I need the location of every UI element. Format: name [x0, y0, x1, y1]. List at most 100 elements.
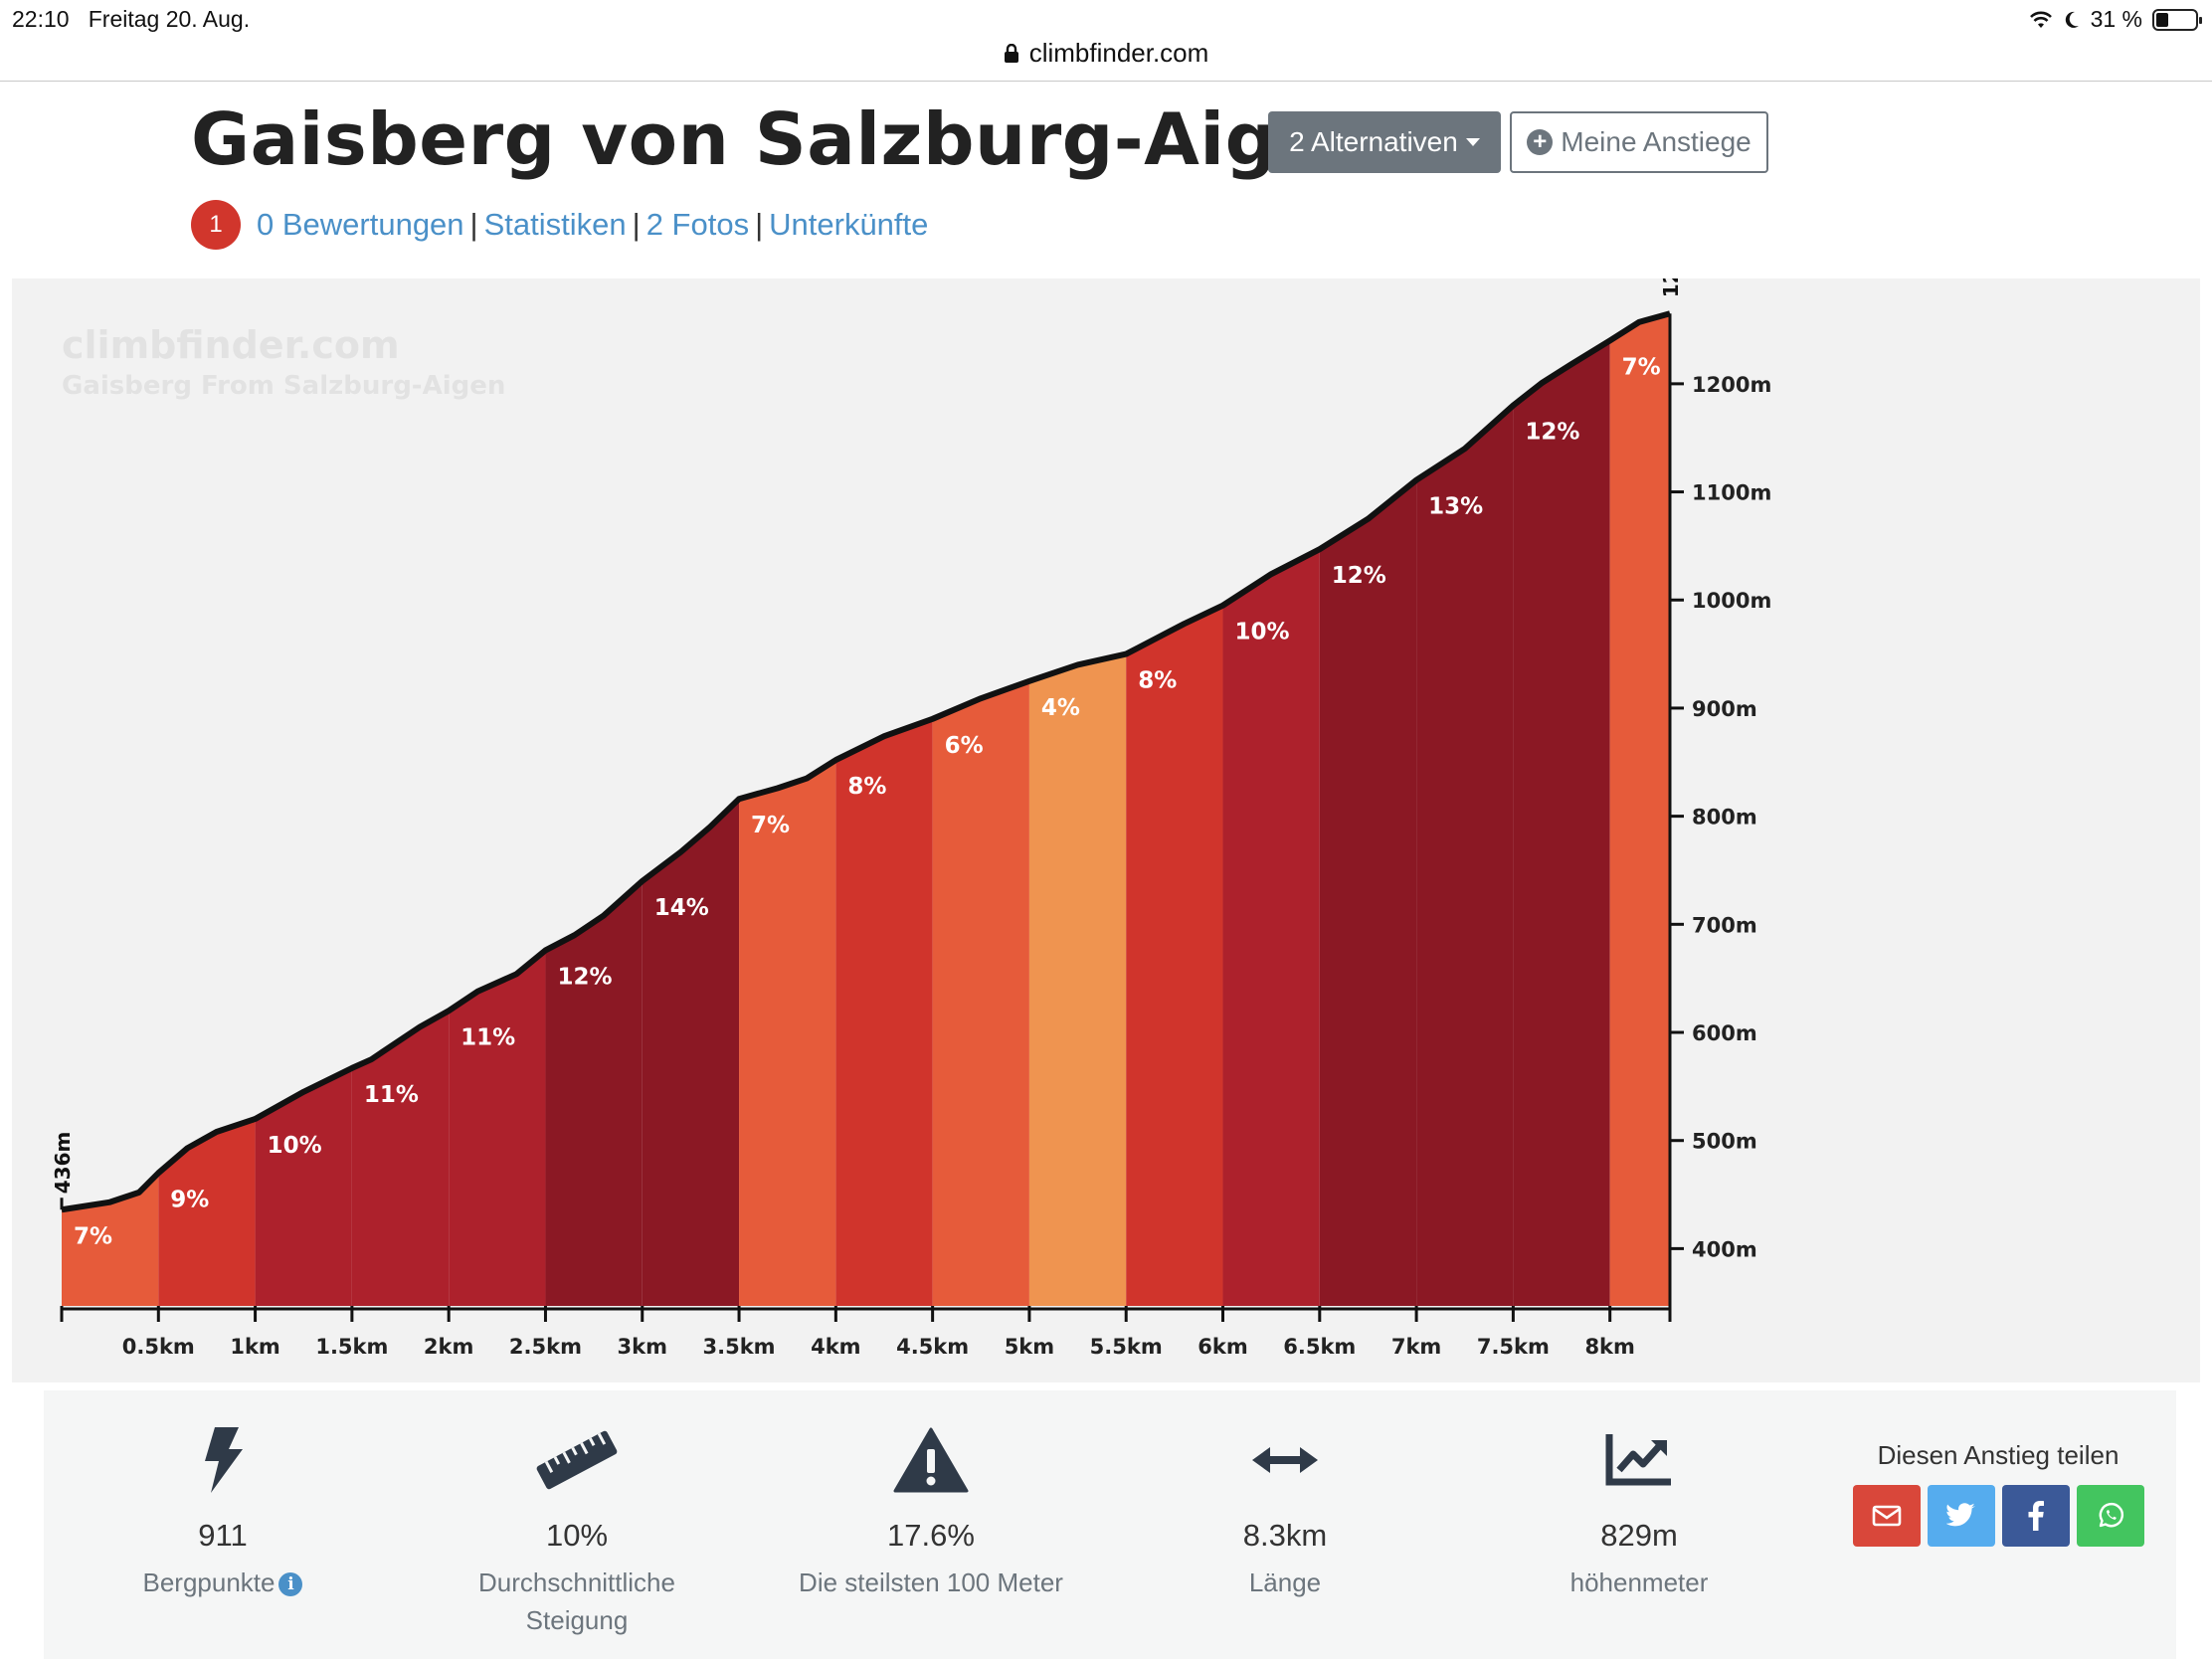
stat-label: höhenmeter — [1569, 1567, 1709, 1597]
y-tick-label: 400m — [1692, 1237, 1757, 1261]
alternatives-label: 2 Alternativen — [1289, 126, 1458, 157]
info-icon[interactable]: i — [278, 1572, 303, 1596]
y-tick-label: 500m — [1692, 1130, 1757, 1154]
x-tick-label: 1.5km — [315, 1335, 388, 1359]
link-separator: | — [755, 207, 764, 242]
grade-label: 8% — [847, 774, 886, 800]
grade-segment — [545, 880, 643, 1306]
browser-url-bar[interactable]: climbfinder.com — [0, 36, 2212, 82]
grade-label: 7% — [1622, 354, 1661, 380]
x-tick-label: 4.5km — [896, 1335, 969, 1359]
grade-segment — [739, 760, 836, 1306]
grade-segment — [1028, 653, 1127, 1306]
grade-segment — [158, 1118, 256, 1306]
grade-segment — [255, 1067, 352, 1306]
stat-average-grade: 10% Durchschnittliche Steigung — [428, 1420, 726, 1639]
photos-link[interactable]: 2 Fotos — [645, 207, 750, 242]
status-time-date: 22:10 Freitag 20. Aug. — [12, 6, 251, 32]
x-tick-label: 2.5km — [509, 1335, 582, 1359]
grade-segment — [1319, 479, 1417, 1307]
plus-circle-icon: + — [1527, 129, 1554, 155]
x-tick-label: 8km — [1584, 1335, 1634, 1359]
accommodations-link[interactable]: Unterkünfte — [769, 207, 929, 242]
x-tick-label: 0.5km — [122, 1335, 195, 1359]
grade-segment — [1513, 340, 1610, 1306]
envelope-icon — [1872, 1505, 1901, 1527]
battery-icon — [2152, 8, 2202, 31]
start-elevation-label: 436m — [51, 1132, 75, 1195]
grade-segment — [835, 718, 933, 1306]
grade-segment — [1416, 405, 1514, 1306]
share-title: Diesen Anstieg teilen — [1877, 1440, 2120, 1470]
bolt-icon — [205, 1427, 243, 1493]
x-tick-label: 5.5km — [1090, 1335, 1163, 1359]
stat-length: 8.3km Länge — [1136, 1420, 1434, 1601]
x-tick-label: 1km — [230, 1335, 279, 1359]
alternatives-dropdown-button[interactable]: 2 Alternativen — [1268, 111, 1501, 173]
x-tick-label: 5km — [1005, 1335, 1054, 1359]
y-tick-label: 1000m — [1692, 589, 1771, 613]
stat-mountain-points: 911 Bergpunkte i — [74, 1420, 372, 1601]
x-tick-label: 7km — [1391, 1335, 1441, 1359]
email-share-button[interactable] — [1852, 1485, 1921, 1547]
stat-value: 10% — [545, 1518, 609, 1553]
page-title: Gaisberg von Salzburg-Aigen — [191, 97, 1378, 181]
grade-label: 4% — [1041, 695, 1080, 721]
climb-links: 1 0 Bewertungen | Statistiken | 2 Fotos … — [191, 200, 929, 250]
grade-label: 9% — [170, 1187, 209, 1212]
y-tick-label: 1200m — [1692, 373, 1771, 397]
grade-label: 12% — [1332, 563, 1386, 589]
ratings-link[interactable]: 0 Bewertungen — [257, 207, 464, 242]
elevation-profile-svg: climbfinder.com Gaisberg From Salzburg-Ai… — [51, 278, 1771, 1359]
facebook-share-button[interactable] — [2001, 1485, 2070, 1547]
grade-label: 10% — [268, 1133, 322, 1159]
grade-label: 8% — [1138, 668, 1177, 694]
my-climbs-label: Meine Anstiege — [1561, 126, 1751, 157]
elevation-profile-chart: climbfinder.com Gaisberg From Salzburg-Ai… — [12, 278, 2200, 1382]
caret-down-icon — [1465, 138, 1480, 146]
grade-segment — [642, 799, 740, 1306]
stat-elevation-gain: 829m höhenmeter — [1490, 1420, 1788, 1601]
grade-label: 11% — [461, 1024, 515, 1050]
grade-label: 12% — [1525, 420, 1579, 446]
x-tick-label: 6km — [1198, 1335, 1247, 1359]
grade-segment — [1222, 549, 1320, 1306]
whatsapp-icon — [2099, 1502, 2123, 1528]
stat-value: 829m — [1600, 1518, 1678, 1553]
whatsapp-share-button[interactable] — [2076, 1485, 2144, 1547]
climb-stats-panel: 911 Bergpunkte i 10% Durchschnittliche St… — [44, 1390, 2176, 1659]
grade-segment — [351, 1011, 450, 1306]
grade-segment — [449, 950, 546, 1306]
warning-icon — [893, 1427, 969, 1493]
grade-label: 14% — [654, 895, 709, 921]
grade-segment — [932, 680, 1029, 1306]
y-tick-label: 800m — [1692, 806, 1757, 830]
y-tick-label: 1100m — [1692, 481, 1771, 505]
grade-segment — [1609, 313, 1670, 1306]
grade-label: 12% — [557, 964, 612, 990]
statistics-link[interactable]: Statistiken — [483, 207, 627, 242]
twitter-share-button[interactable] — [1927, 1485, 1995, 1547]
grade-segment — [1126, 605, 1223, 1306]
arrows-horizontal-icon — [1252, 1447, 1318, 1473]
lock-icon — [1004, 43, 1018, 63]
grade-label: 7% — [74, 1223, 112, 1249]
url-text: climbfinder.com — [1028, 38, 1209, 68]
stat-steepest-100m: 17.6% Die steilsten 100 Meter — [782, 1420, 1080, 1601]
x-tick-label: 4km — [811, 1335, 860, 1359]
link-separator: | — [469, 207, 478, 242]
twitter-icon — [1945, 1503, 1975, 1527]
x-tick-label: 6.5km — [1283, 1335, 1356, 1359]
ruler-icon — [536, 1430, 618, 1490]
status-bar: 22:10 Freitag 20. Aug. 31 % — [0, 0, 2212, 40]
grade-label: 10% — [1235, 620, 1290, 645]
link-separator: | — [632, 207, 641, 242]
grade-label: 13% — [1428, 494, 1483, 520]
x-tick-label: 3.5km — [703, 1335, 776, 1359]
my-climbs-button[interactable]: + Meine Anstiege — [1510, 111, 1768, 173]
end-elevation-label: 1265m — [1659, 278, 1683, 297]
elevation-line — [61, 310, 1671, 1213]
stat-value: 17.6% — [887, 1518, 975, 1553]
x-tick-label: 2km — [424, 1335, 473, 1359]
battery-percent: 31 % — [2090, 6, 2142, 32]
